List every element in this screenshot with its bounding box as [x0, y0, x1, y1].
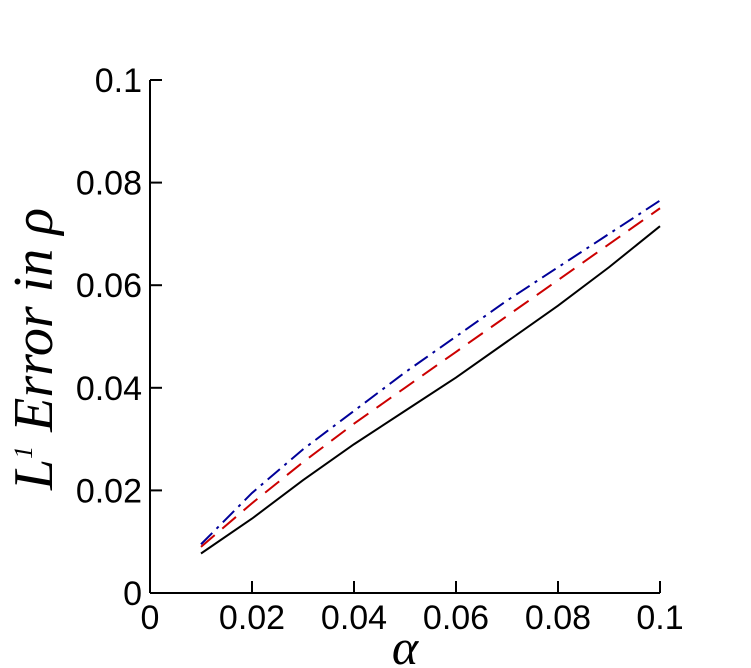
x-tick-label: 0.1	[636, 599, 683, 637]
x-tick-label: 0.06	[423, 599, 489, 637]
y-tick-label: 0.06	[76, 267, 142, 305]
series-line	[200, 199, 661, 545]
x-tick-label: 0.02	[219, 599, 285, 637]
y-axis-label: L1 Error in ρ	[3, 208, 65, 491]
y-label-sup: 1	[9, 446, 38, 459]
y-tick-label: 0.02	[76, 472, 142, 510]
y-label-base: L	[3, 459, 65, 491]
x-tick-label: 0.04	[321, 599, 387, 637]
y-tick-label: 0.04	[76, 370, 142, 408]
y-tick-label: 0.08	[76, 165, 142, 203]
x-tick-label: 0.08	[525, 599, 591, 637]
y-tick-label: 0	[123, 575, 142, 613]
x-tick-label: 0	[141, 599, 160, 637]
x-axis-label: α	[392, 619, 420, 668]
series-line	[200, 225, 661, 555]
y-label-rest: Error in ρ	[3, 208, 65, 433]
y-tick-label: 0.1	[95, 62, 142, 100]
series-line	[200, 207, 661, 548]
